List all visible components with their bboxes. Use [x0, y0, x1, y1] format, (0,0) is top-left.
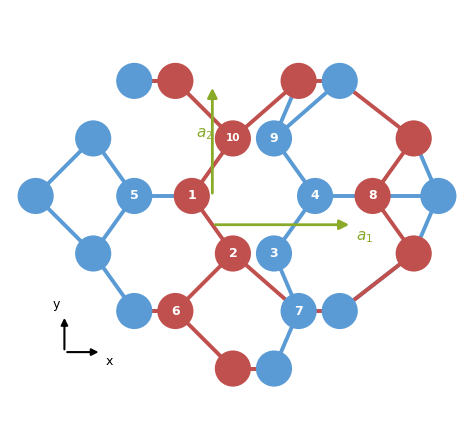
Circle shape	[116, 178, 152, 214]
Text: 5: 5	[130, 190, 139, 203]
Text: x: x	[106, 355, 113, 368]
Circle shape	[215, 120, 251, 156]
Circle shape	[75, 120, 111, 156]
Text: 1: 1	[187, 190, 196, 203]
Circle shape	[396, 120, 432, 156]
Circle shape	[281, 293, 317, 329]
Circle shape	[157, 293, 193, 329]
Circle shape	[116, 293, 152, 329]
Circle shape	[297, 178, 333, 214]
Text: 2: 2	[228, 247, 237, 260]
Text: a$_1$: a$_1$	[356, 229, 374, 245]
Text: 6: 6	[171, 304, 180, 317]
Circle shape	[396, 236, 432, 271]
Text: 3: 3	[270, 247, 278, 260]
Circle shape	[75, 236, 111, 271]
Circle shape	[18, 178, 54, 214]
Circle shape	[157, 63, 193, 99]
Text: a$_2$: a$_2$	[196, 126, 213, 142]
Circle shape	[256, 120, 292, 156]
Circle shape	[256, 236, 292, 271]
Circle shape	[215, 350, 251, 387]
Circle shape	[355, 178, 391, 214]
Text: 8: 8	[368, 190, 377, 203]
Circle shape	[281, 63, 317, 99]
Circle shape	[256, 350, 292, 387]
Text: 9: 9	[270, 132, 278, 145]
Circle shape	[322, 63, 358, 99]
Text: y: y	[53, 298, 60, 311]
Text: 7: 7	[294, 304, 303, 317]
Circle shape	[173, 178, 210, 214]
Circle shape	[322, 293, 358, 329]
Circle shape	[116, 63, 152, 99]
Text: 10: 10	[226, 133, 240, 143]
Text: 4: 4	[310, 190, 319, 203]
Circle shape	[420, 178, 456, 214]
Circle shape	[215, 236, 251, 271]
